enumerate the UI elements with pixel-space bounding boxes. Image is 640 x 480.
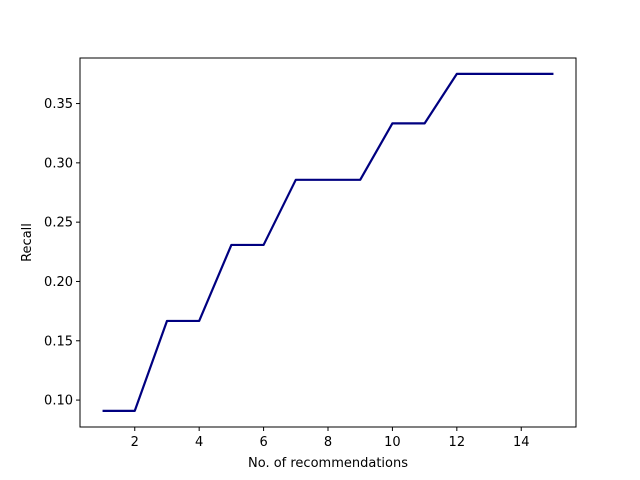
x-tick-label: 6 bbox=[259, 435, 267, 450]
x-tick-label: 12 bbox=[449, 435, 466, 450]
x-axis-label: No. of recommendations bbox=[248, 456, 408, 471]
x-tick-label: 4 bbox=[195, 435, 203, 450]
x-tick-label: 14 bbox=[513, 435, 530, 450]
x-axis: 2 4 6 8 10 12 14 bbox=[131, 427, 530, 450]
y-axis-label: Recall bbox=[20, 223, 35, 262]
x-tick-label: 10 bbox=[384, 435, 401, 450]
y-tick-label: 0.10 bbox=[44, 394, 73, 409]
y-tick-label: 0.30 bbox=[44, 156, 73, 171]
y-tick-label: 0.20 bbox=[44, 275, 73, 290]
x-tick-label: 8 bbox=[324, 435, 332, 450]
x-tick-label: 2 bbox=[131, 435, 139, 450]
y-axis: 0.10 0.15 0.20 0.25 0.30 0.35 bbox=[44, 97, 80, 409]
y-tick-label: 0.15 bbox=[44, 334, 73, 349]
y-tick-label: 0.35 bbox=[44, 97, 73, 112]
plot-frame bbox=[79, 57, 577, 428]
y-tick-label: 0.25 bbox=[44, 216, 73, 231]
